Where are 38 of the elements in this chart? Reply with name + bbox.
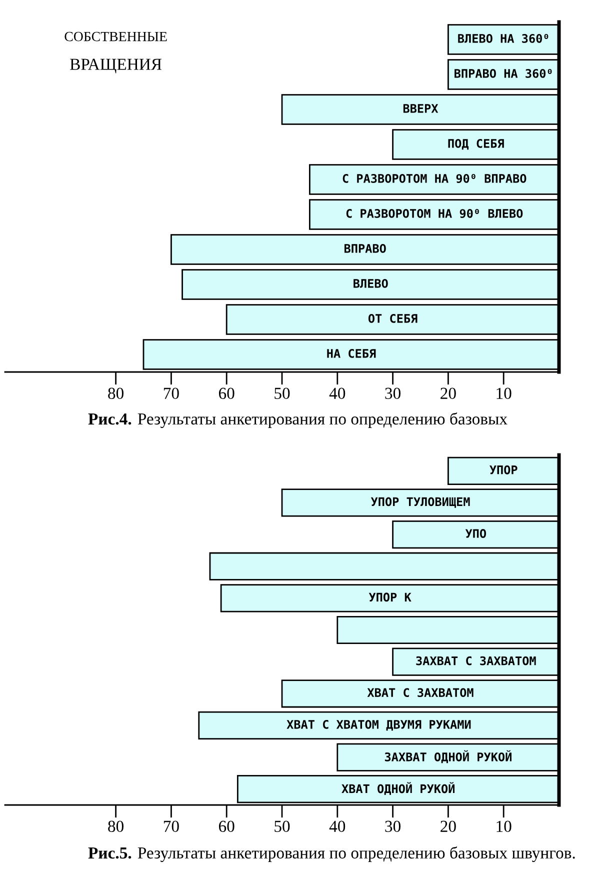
- x-tick-label: 20: [440, 820, 456, 832]
- y-tick-label: ВВЕРХ: [403, 104, 438, 113]
- text: Рис.4. Результаты анкетирования по определению базовых: [88, 412, 508, 428]
- y-tick-label: ЗАХВАТ ОДНОЙ РУКОЙ: [384, 750, 512, 764]
- x-tick-label: 60: [218, 388, 234, 400]
- y-tick-label: НА СЕБЯ: [327, 348, 376, 358]
- x-tick-label: 30: [385, 820, 400, 832]
- x-tick-label: 10: [496, 388, 512, 400]
- y-tick-label: С РАЗВОРОТОМ НА 90⁰ ВЛЕВО: [346, 208, 523, 218]
- x-tick-label: 50: [274, 820, 290, 832]
- y-tick-label: ВПРАВО: [344, 244, 386, 253]
- x-tick-label: 40: [329, 388, 346, 400]
- y-tick-label: УПОР ТУЛОВИЩЕМ: [370, 497, 470, 508]
- y-tick-label: ОТ СЕБЯ: [368, 314, 418, 323]
- y-tick-label: ВЛЕВО НА 360⁰: [458, 34, 548, 43]
- x-tick-label: 20: [440, 388, 456, 400]
- y-tick-label: ХВАТ ОДНОЙ РУКОЙ: [342, 782, 455, 795]
- y-tick-label: ЗАХВАТ С ЗАХВАТОМ: [416, 656, 536, 666]
- y-tick-label: УПОР: [490, 465, 518, 474]
- x-tick-label: 30: [385, 388, 400, 400]
- y-tick-label: С РАЗВОРОТОМ НА 90⁰ ВПРАВО: [342, 174, 526, 183]
- chart-title: СОБСТВЕННЫЕ ВРАЩЕНИЯ: [64, 32, 167, 74]
- y-tick-label: ВПРАВО НА 360⁰: [454, 68, 552, 78]
- text: Рис.5. Результаты анкетирования по определению базовых швунгов.: [88, 846, 575, 862]
- y-tick-label: УПО: [465, 529, 486, 538]
- y-tick-label: ПОД СЕБЯ: [448, 138, 504, 150]
- y-tick-label: ХВАТ С ХВАТОМ ДВУМЯ РУКАМИ: [286, 720, 471, 731]
- x-tick-label: 80: [108, 388, 124, 400]
- x-tick-label: 10: [496, 820, 512, 832]
- x-tick-label: 50: [274, 388, 290, 400]
- x-tick-label: 70: [164, 388, 179, 400]
- x-tick-label: 40: [329, 820, 346, 832]
- y-tick-label: ВЛЕВО: [354, 278, 388, 288]
- x-tick-label: 70: [164, 820, 179, 832]
- x-tick-label: 80: [108, 820, 124, 832]
- y-tick-label: ХВАТ С ЗАХВАТОМ: [367, 688, 474, 698]
- y-tick-label: УПОР К: [368, 592, 412, 602]
- x-tick-label: 60: [218, 820, 234, 832]
